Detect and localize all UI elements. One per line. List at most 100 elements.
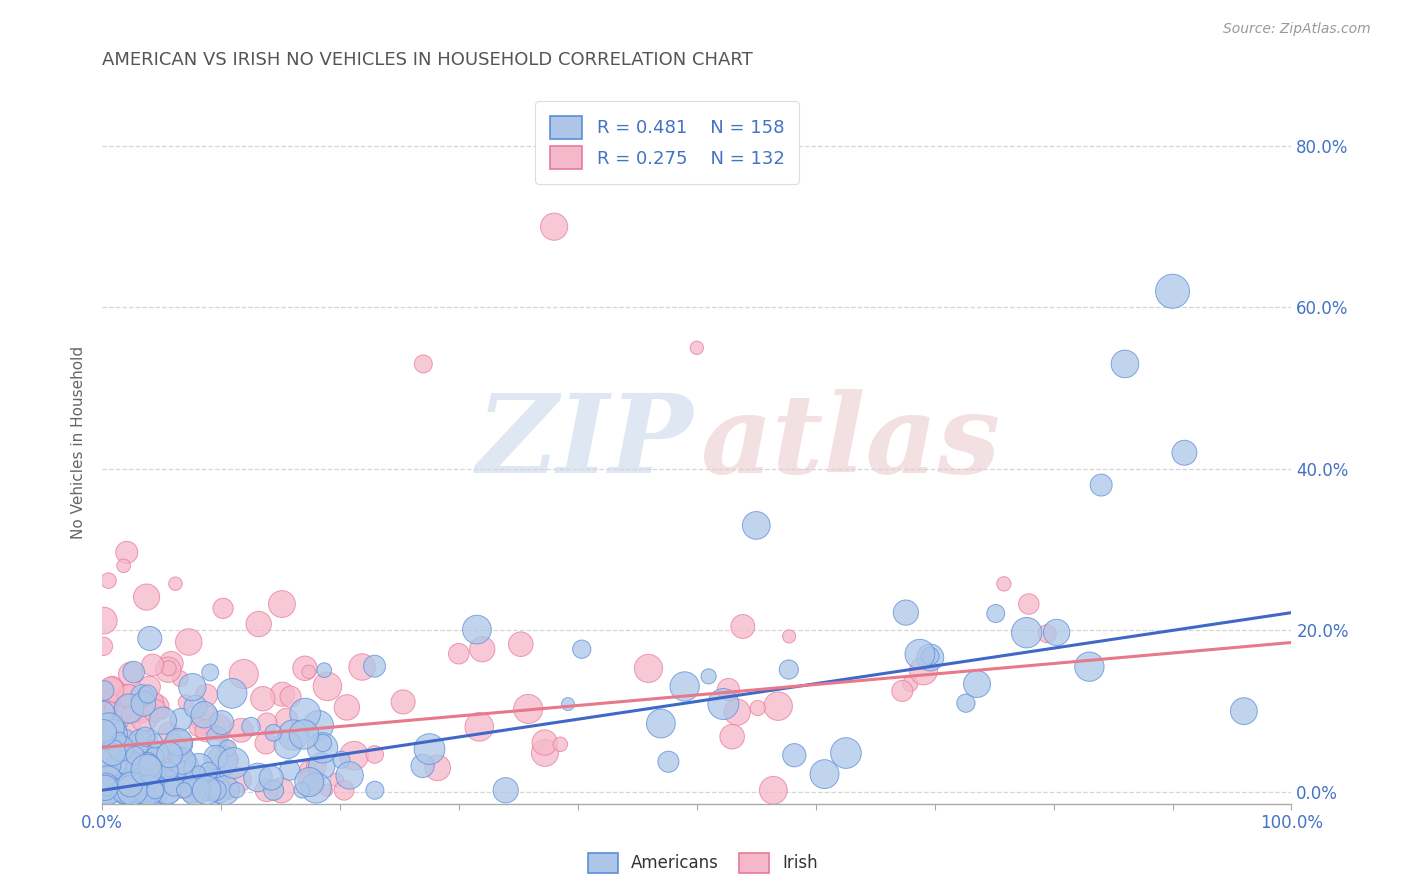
- Point: [163, 779, 186, 793]
- Point: [557, 697, 579, 711]
- Point: [325, 772, 347, 787]
- Point: [181, 680, 204, 694]
- Point: [187, 765, 209, 780]
- Point: [118, 707, 141, 722]
- Point: [135, 763, 157, 777]
- Point: [193, 772, 215, 787]
- Point: [112, 706, 135, 721]
- Point: [174, 695, 197, 709]
- Point: [124, 748, 146, 763]
- Point: [108, 731, 131, 746]
- Point: [179, 783, 201, 797]
- Point: [110, 764, 132, 779]
- Point: [156, 783, 179, 797]
- Point: [207, 720, 229, 734]
- Point: [195, 783, 218, 797]
- Point: [93, 706, 115, 720]
- Point: [117, 783, 139, 797]
- Point: [314, 663, 336, 677]
- Point: [363, 659, 385, 673]
- Point: [129, 702, 152, 716]
- Point: [184, 783, 207, 797]
- Point: [129, 758, 152, 772]
- Point: [955, 696, 977, 710]
- Point: [278, 763, 301, 777]
- Point: [256, 715, 278, 730]
- Point: [101, 746, 124, 760]
- Point: [283, 728, 305, 742]
- Point: [108, 783, 131, 797]
- Point: [517, 702, 540, 716]
- Point: [271, 687, 294, 701]
- Point: [97, 574, 120, 588]
- Point: [163, 740, 186, 755]
- Point: [98, 721, 121, 735]
- Point: [299, 774, 322, 789]
- Point: [205, 783, 228, 797]
- Point: [152, 705, 174, 719]
- Point: [908, 647, 931, 661]
- Point: [181, 783, 204, 797]
- Point: [117, 755, 139, 769]
- Point: [93, 716, 115, 731]
- Point: [447, 647, 470, 661]
- Point: [984, 607, 1007, 621]
- Point: [571, 642, 593, 657]
- Point: [311, 759, 333, 773]
- Point: [1233, 704, 1256, 718]
- Point: [135, 688, 157, 702]
- Point: [697, 669, 720, 683]
- Point: [221, 686, 243, 700]
- Point: [169, 672, 191, 686]
- Point: [465, 623, 488, 637]
- Point: [135, 756, 157, 771]
- Point: [920, 650, 942, 665]
- Point: [214, 783, 236, 797]
- Point: [134, 783, 156, 797]
- Point: [101, 679, 124, 693]
- Point: [139, 697, 162, 711]
- Point: [650, 716, 672, 731]
- Point: [136, 747, 159, 761]
- Point: [107, 761, 129, 775]
- Point: [330, 753, 353, 767]
- Point: [101, 783, 124, 797]
- Point: [114, 783, 136, 797]
- Point: [129, 781, 152, 796]
- Point: [124, 778, 146, 792]
- Point: [96, 757, 118, 772]
- Point: [115, 545, 138, 559]
- Point: [157, 663, 180, 677]
- Point: [222, 756, 245, 770]
- Point: [254, 736, 277, 750]
- Point: [176, 760, 198, 774]
- Point: [118, 689, 141, 703]
- Point: [495, 783, 517, 797]
- Point: [1015, 625, 1038, 640]
- Point: [155, 783, 177, 797]
- Text: atlas: atlas: [700, 389, 1001, 497]
- Point: [215, 740, 238, 755]
- Point: [139, 632, 162, 646]
- Point: [509, 637, 531, 651]
- Point: [294, 661, 316, 675]
- Point: [114, 733, 136, 747]
- Point: [93, 731, 115, 746]
- Point: [725, 705, 748, 719]
- Point: [138, 680, 160, 694]
- Point: [132, 711, 155, 725]
- Point: [211, 754, 233, 768]
- Point: [533, 735, 555, 749]
- Point: [94, 729, 117, 743]
- Point: [135, 590, 157, 604]
- Point: [148, 783, 170, 797]
- Point: [543, 219, 565, 234]
- Point: [240, 720, 263, 734]
- Point: [292, 727, 315, 741]
- Point: [100, 701, 122, 715]
- Point: [294, 706, 316, 721]
- Point: [271, 597, 294, 611]
- Point: [172, 754, 194, 768]
- Point: [1114, 357, 1136, 371]
- Point: [173, 783, 195, 797]
